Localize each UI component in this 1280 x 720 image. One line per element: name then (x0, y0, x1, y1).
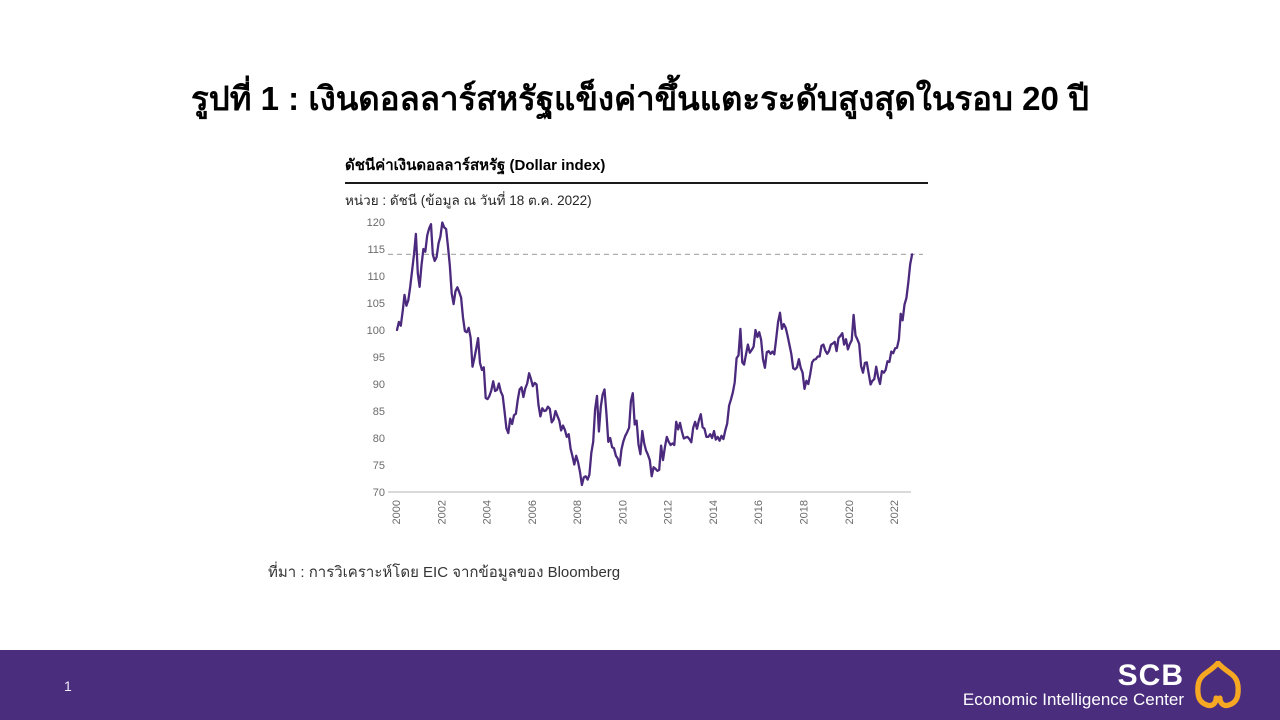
x-tick-label: 2010 (617, 500, 629, 524)
chart-unit-label: หน่วย : ดัชนี (ข้อมูล ณ วันที่ 18 ต.ค. 2… (345, 193, 592, 208)
y-tick-label: 75 (373, 460, 385, 472)
scb-eic-brand: SCB Economic Intelligence Center (963, 650, 1242, 720)
slide-title: รูปที่ 1 : เงินดอลลาร์สหรัฐแข็งค่าขึ้นแต… (191, 80, 1089, 117)
y-tick-label: 90 (373, 379, 385, 391)
x-tick-label: 2022 (889, 500, 901, 524)
brand-text: SCB Economic Intelligence Center (962, 658, 1184, 709)
footer-bar: 1 SCB Economic Intelligence Center (0, 650, 1280, 720)
x-tick-label: 2006 (527, 500, 539, 524)
eic-label: Economic Intelligence Center (962, 689, 1184, 709)
y-tick-label: 120 (367, 217, 385, 229)
y-tick-label: 110 (367, 271, 385, 283)
dollar-index-series-line (395, 221, 914, 487)
x-tick-label: 2016 (753, 500, 765, 524)
y-tick-label: 70 (373, 487, 385, 499)
y-tick-label: 100 (367, 325, 385, 337)
source-note: ที่มา : การวิเคราะห์โดย EIC จากข้อมูลของ… (268, 564, 621, 581)
y-tick-label: 80 (373, 433, 385, 445)
x-tick-label: 2008 (572, 500, 584, 524)
dollar-index-chart: ดัชนีค่าเงินดอลลาร์สหรัฐ (Dollar index) … (345, 153, 928, 524)
y-tick-label: 95 (373, 352, 385, 364)
y-tick-label: 85 (373, 406, 385, 418)
x-tick-label: 2012 (663, 500, 675, 524)
x-tick-label: 2018 (799, 500, 811, 524)
x-tick-label: 2020 (844, 500, 856, 524)
x-tick-label: 2014 (708, 500, 720, 524)
scb-logo-path (1195, 661, 1241, 709)
dollar-index-plot: 70 75 80 85 90 95 100 105 110 115 120 2000 2002 2004 2… (367, 217, 923, 524)
y-tick-label: 115 (367, 244, 385, 256)
scb-logo-icon (1195, 661, 1241, 709)
chart-title: ดัชนีค่าเงินดอลลาร์สหรัฐ (Dollar index) (345, 153, 928, 184)
page-number: 1 (64, 678, 72, 694)
y-tick-label: 105 (367, 298, 385, 310)
x-tick-label: 2004 (482, 500, 494, 524)
scb-wordmark: SCB (1117, 658, 1184, 692)
x-tick-label: 2000 (391, 500, 403, 524)
x-tick-label: 2002 (436, 500, 448, 524)
